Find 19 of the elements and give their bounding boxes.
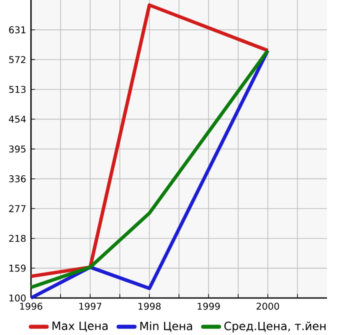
y-tick-label: 454 [8, 116, 26, 123]
x-tick-label: 1997 [79, 302, 102, 310]
x-tick-label: 1998 [138, 302, 161, 310]
y-tick-label: 218 [9, 234, 26, 242]
y-tick-label: 336 [9, 175, 26, 182]
legend-label: Min Цена [140, 321, 192, 332]
x-tick-label: 1999 [198, 302, 220, 310]
y-tick-label: 572 [9, 56, 26, 64]
line-series [29, 3, 270, 278]
x-tick-label: 2000 [256, 302, 280, 310]
y-tick-label: 513 [9, 86, 26, 93]
legend-label: Max Цена [52, 322, 108, 332]
x-tick-label: 1996 [20, 302, 42, 310]
legend-label: Сред.Цена, т.йен [224, 321, 326, 332]
y-tick-label: 277 [9, 205, 26, 212]
y-tick-label: 395 [9, 145, 26, 153]
y-tick-label: 100 [10, 294, 26, 302]
y-tick-label: 631 [9, 26, 26, 34]
y-tick-label: 159 [10, 264, 26, 272]
